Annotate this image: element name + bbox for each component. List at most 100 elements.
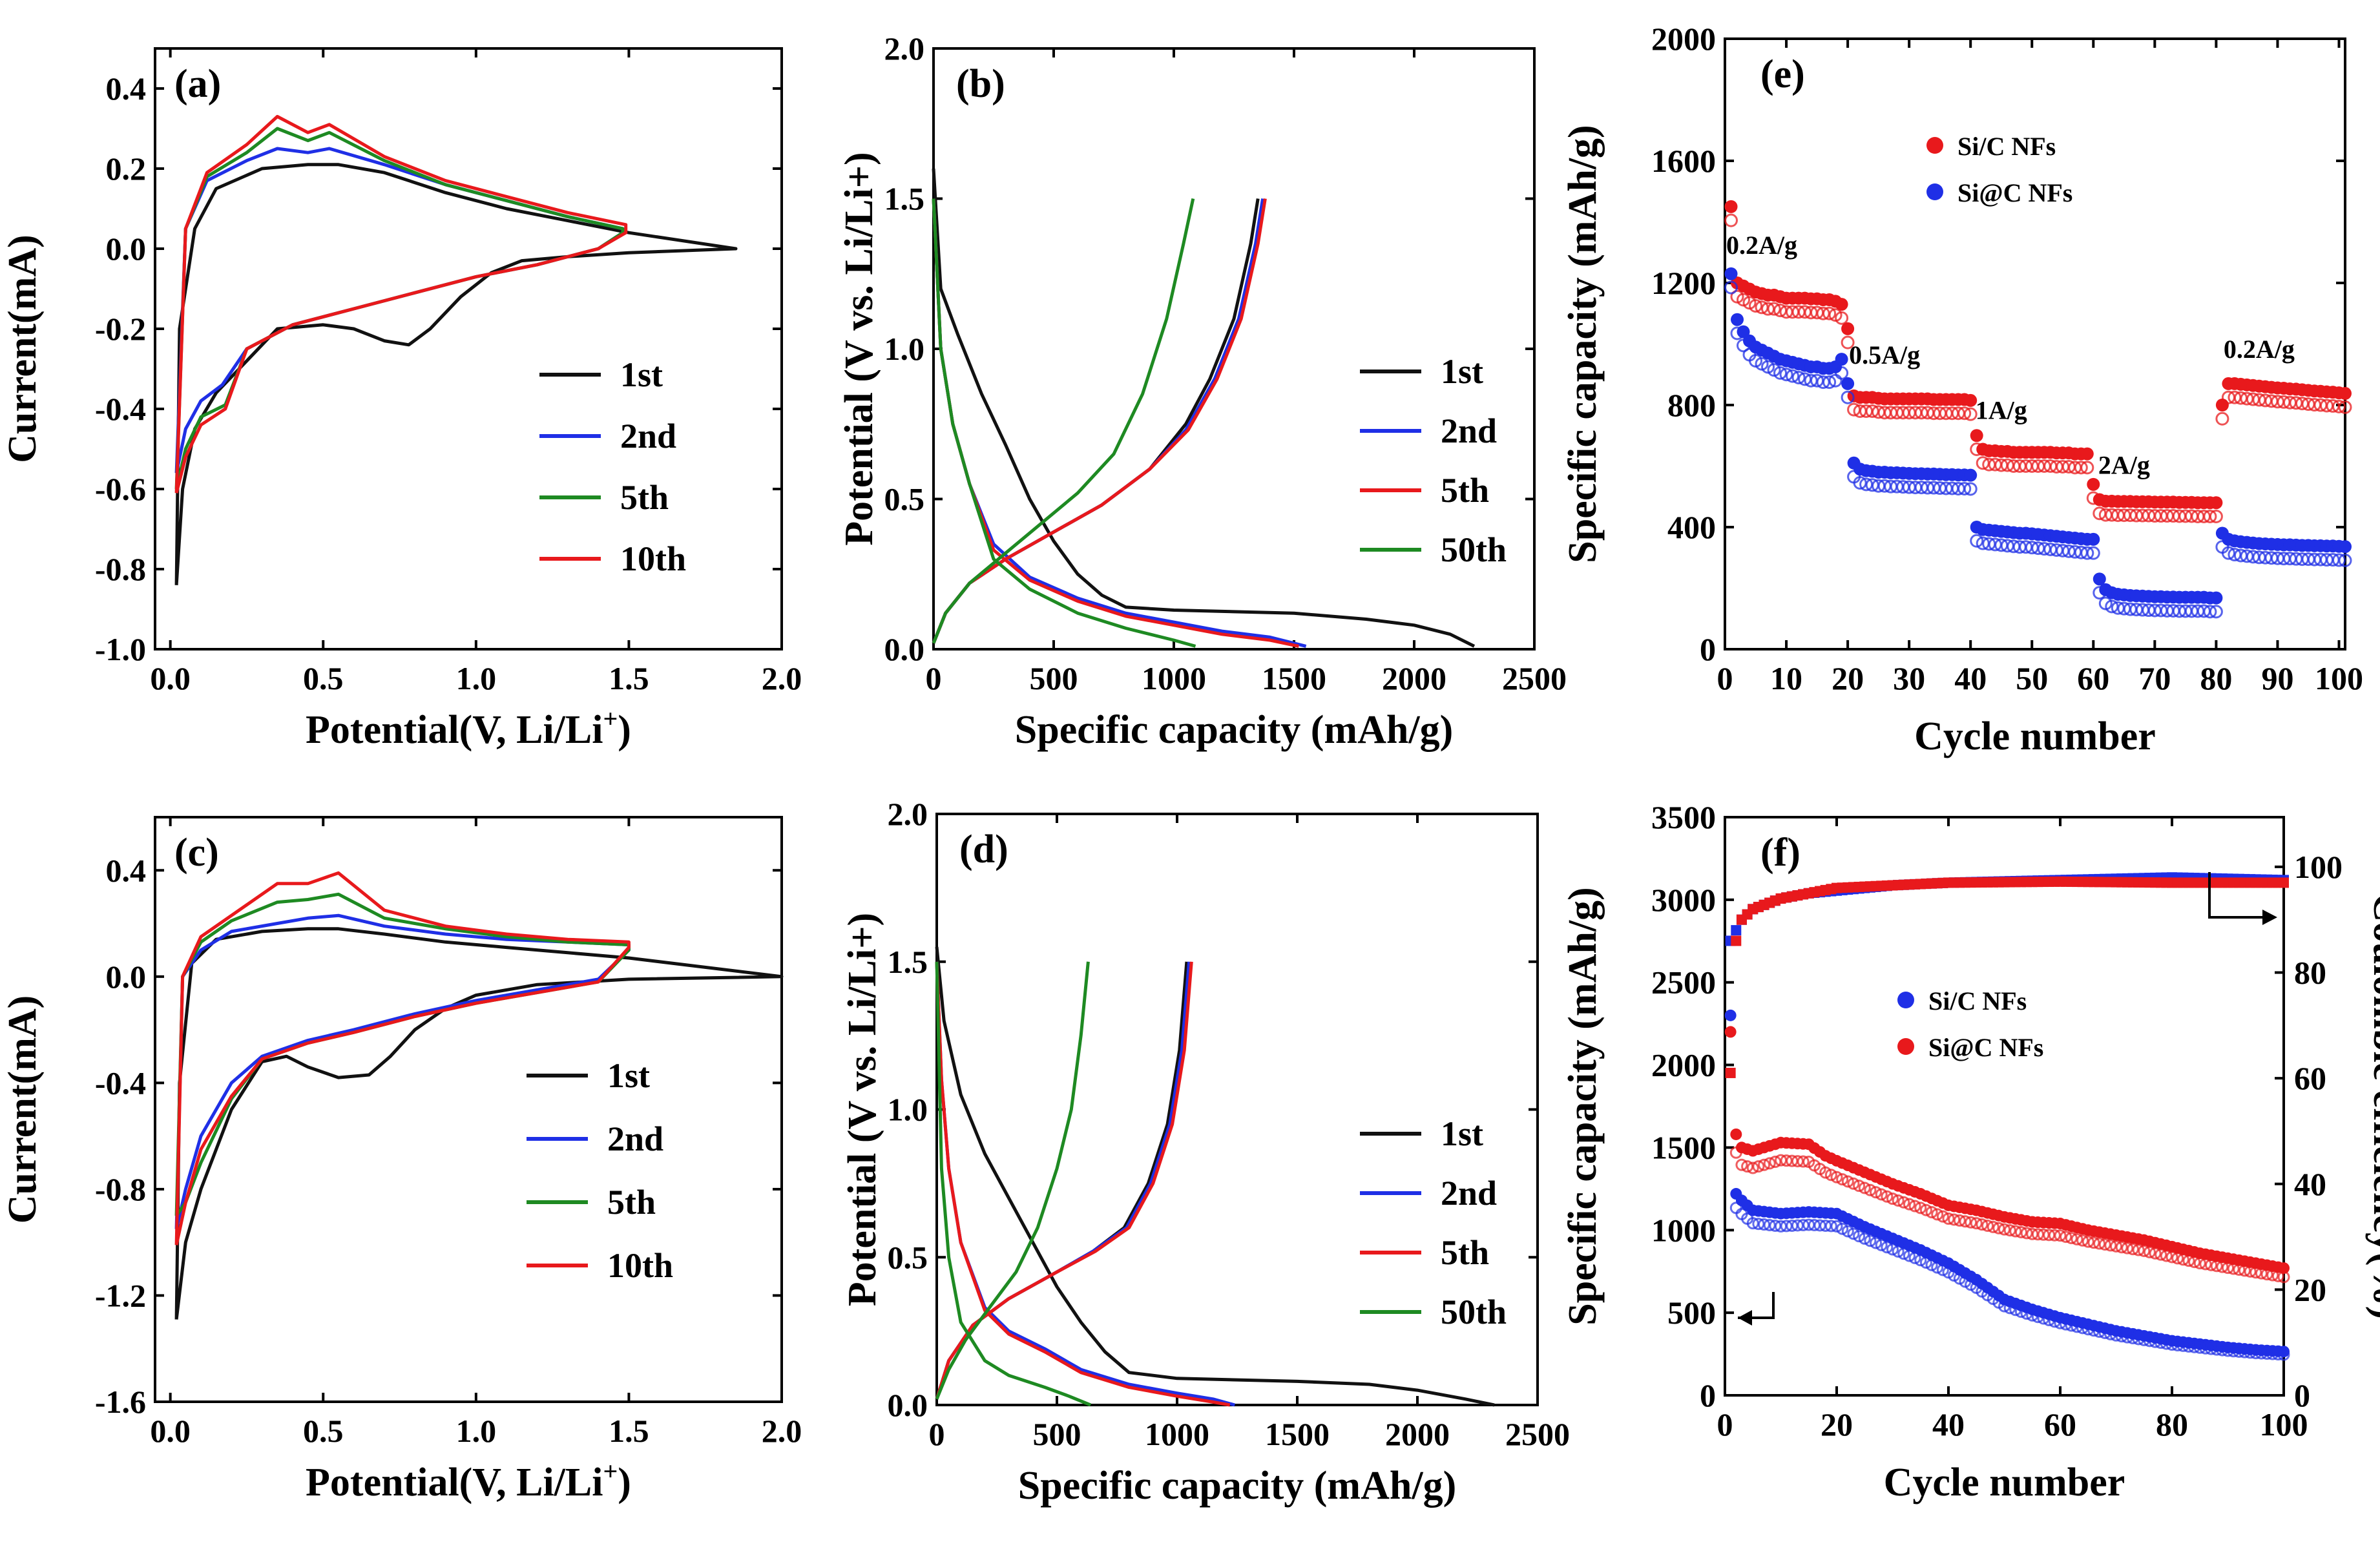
right-axis-arrowhead	[2262, 910, 2277, 925]
point-open-SiCNFs	[2332, 399, 2346, 413]
panel-label: (a)	[174, 62, 221, 106]
capacity-point-open-SiCNFs	[1858, 1181, 1871, 1194]
y-right-tick-label: 20	[2294, 1271, 2326, 1307]
y-axis-label: Current(mA)	[1, 234, 45, 463]
legend-label-2nd: 2nd	[1441, 411, 1497, 450]
point-SiCNFs	[2209, 496, 2223, 510]
capacity-point-open-SiCNFs	[1925, 1206, 1938, 1219]
y-right-tick-label: 80	[2294, 955, 2326, 991]
capacity-point-open-SiCNFs	[2277, 1348, 2290, 1361]
efficiency-point-SiCNFs	[1725, 1067, 1736, 1078]
capacity-point-open-SiCNFs	[1948, 1213, 1961, 1226]
efficiency-point-SiCNFs	[1731, 935, 1742, 946]
y-axis-label: Specific capacity (mAh/g)	[1561, 125, 1605, 563]
point-open-SiCNFs	[1963, 407, 1978, 421]
y-tick-label: 0.5	[884, 481, 925, 517]
capacity-point-open-SiCNFs	[2166, 1251, 2178, 1264]
point-open-SiCNFs	[1841, 390, 1855, 404]
legend-label-1st: 1st	[1441, 1114, 1483, 1153]
y-tick-label: 1500	[1651, 1129, 1716, 1165]
x-tick-label: 1.0	[456, 1413, 497, 1449]
capacity-point-open-SiCNFs	[2238, 1264, 2251, 1277]
capacity-point-open-SiCNFs	[1897, 1196, 1910, 1209]
series-line-50th-discharge	[932, 198, 1196, 648]
capacity-point-open-SiCNFs	[2071, 1233, 2083, 1245]
point-open-SiCNFs	[1835, 311, 1849, 325]
capacity-point-open-SiCNFs	[1824, 1169, 1837, 1181]
capacity-point-open-SiCNFs	[2138, 1244, 2151, 1257]
capacity-point-open-SiCNFs	[2171, 1252, 2184, 1265]
point-open-SiCNFs	[2080, 461, 2094, 475]
y-tick-label: -0.6	[95, 471, 146, 507]
capacity-point-open-SiCNFs	[1819, 1166, 1832, 1179]
right-axis-arrow	[2208, 872, 2271, 919]
capacity-point-open-SiCNFs	[1914, 1202, 1927, 1214]
capacity-point-open-SiCNFs	[2210, 1260, 2223, 1273]
x-axis-label: Specific capacity (mAh/g)	[1018, 1464, 1456, 1508]
capacity-point-open-SiCNFs	[2182, 1254, 2195, 1267]
point-open-SiCNFs	[1749, 298, 1763, 313]
x-axis-label: Cycle number	[1914, 714, 2156, 758]
series-line-5th-charge	[932, 198, 1267, 644]
point-open-SiCNFs	[2221, 546, 2235, 560]
legend-label-5th: 5th	[1441, 1233, 1489, 1272]
y-tick-label: 1.0	[888, 1092, 928, 1128]
series-line-5th-discharge	[935, 961, 1231, 1407]
capacity-point-open-SiCNFs	[2014, 1225, 2027, 1238]
capacity-point-open-SiCNFs	[1892, 1245, 1905, 1258]
legend-label-50th: 50th	[1441, 530, 1507, 569]
capacity-point-open-SiCNFs	[2082, 1235, 2094, 1248]
point-open-SiCNFs	[1791, 370, 1806, 384]
capacity-point-open-SiCNFs	[2143, 1245, 2156, 1258]
capacity-point-open-SiCNFs	[2193, 1256, 2206, 1269]
point-open-SiCNFs	[2105, 599, 2119, 614]
x-tick-label: 1000	[1145, 1416, 1209, 1452]
capacity-point-SiCNFs	[2278, 1346, 2290, 1358]
legend-label-Si/C NFs: Si/C NFs	[1957, 132, 2056, 161]
capacity-point-open-SiCNFs	[1914, 1254, 1927, 1267]
capacity-point-open-SiCNFs	[2271, 1269, 2284, 1282]
x-tick-label: 20	[1832, 660, 1864, 696]
point-open-SiCNFs	[1822, 375, 1837, 390]
point-SiCNFs	[1737, 325, 1750, 338]
capacity-point-open-SiCNFs	[1830, 1171, 1843, 1183]
panel-label: (c)	[174, 831, 219, 875]
capacity-point-open-SiCNFs	[1847, 1177, 1860, 1190]
point-open-SiCNFs	[1822, 306, 1837, 320]
legend-marker-Si/C NFs	[1897, 992, 1914, 1008]
capacity-point-open-SiCNFs	[2199, 1258, 2212, 1271]
point-open-SiCNFs	[2203, 605, 2217, 619]
panel-d: 0 500 1000 1500 2000 2500 0.0 0.5 1.0 1.5 2.0 Speci…	[840, 796, 1570, 1508]
legend-label-Si/C NFs: Si/C NFs	[1928, 986, 2027, 1015]
capacity-point-open-SiCNFs	[1841, 1175, 1854, 1188]
point-open-SiCNFs	[1957, 406, 1972, 421]
x-tick-label: 60	[2044, 1406, 2076, 1442]
capacity-point-open-SiCNFs	[2188, 1256, 2201, 1269]
x-axis-label: Specific capacity (mAh/g)	[1015, 708, 1453, 752]
y-axis-label: Current(mA)	[1, 995, 45, 1224]
capacity-point-open-SiCNFs	[1959, 1215, 1972, 1228]
legend-label-5th: 5th	[607, 1183, 656, 1222]
point-open-SiCNFs	[1773, 366, 1788, 380]
y-tick-label: 0.0	[884, 631, 925, 667]
capacity-point-open-SiCNFs	[1746, 1161, 1759, 1174]
point-open-SiCNFs	[2203, 509, 2217, 523]
capacity-point-open-SiCNFs	[1881, 1190, 1894, 1203]
point-SiCNFs	[2087, 477, 2100, 491]
capacity-point-open-SiCNFs	[1881, 1241, 1894, 1254]
capacity-point-open-SiCNFs	[2054, 1229, 2067, 1242]
plot-frame	[1724, 37, 2346, 651]
x-tick-label: 0	[1717, 1406, 1733, 1442]
x-tick-label: 80	[2200, 660, 2232, 696]
capacity-point-open-SiCNFs	[1998, 1223, 2010, 1236]
panel-label: (b)	[956, 62, 1005, 106]
legend-label-5th: 5th	[1441, 471, 1489, 510]
point-open-SiCNFs	[2338, 554, 2352, 568]
capacity-point-open-SiCNFs	[1970, 1217, 1983, 1230]
legend-label-Si@C NFs: Si@C NFs	[1957, 178, 2072, 207]
y-tick-label: -0.8	[95, 1171, 146, 1207]
y-tick-label: 0.0	[888, 1387, 928, 1423]
capacity-point-open-SiCNFs	[1903, 1198, 1915, 1211]
capacity-point-open-SiCNFs	[2222, 1262, 2234, 1275]
